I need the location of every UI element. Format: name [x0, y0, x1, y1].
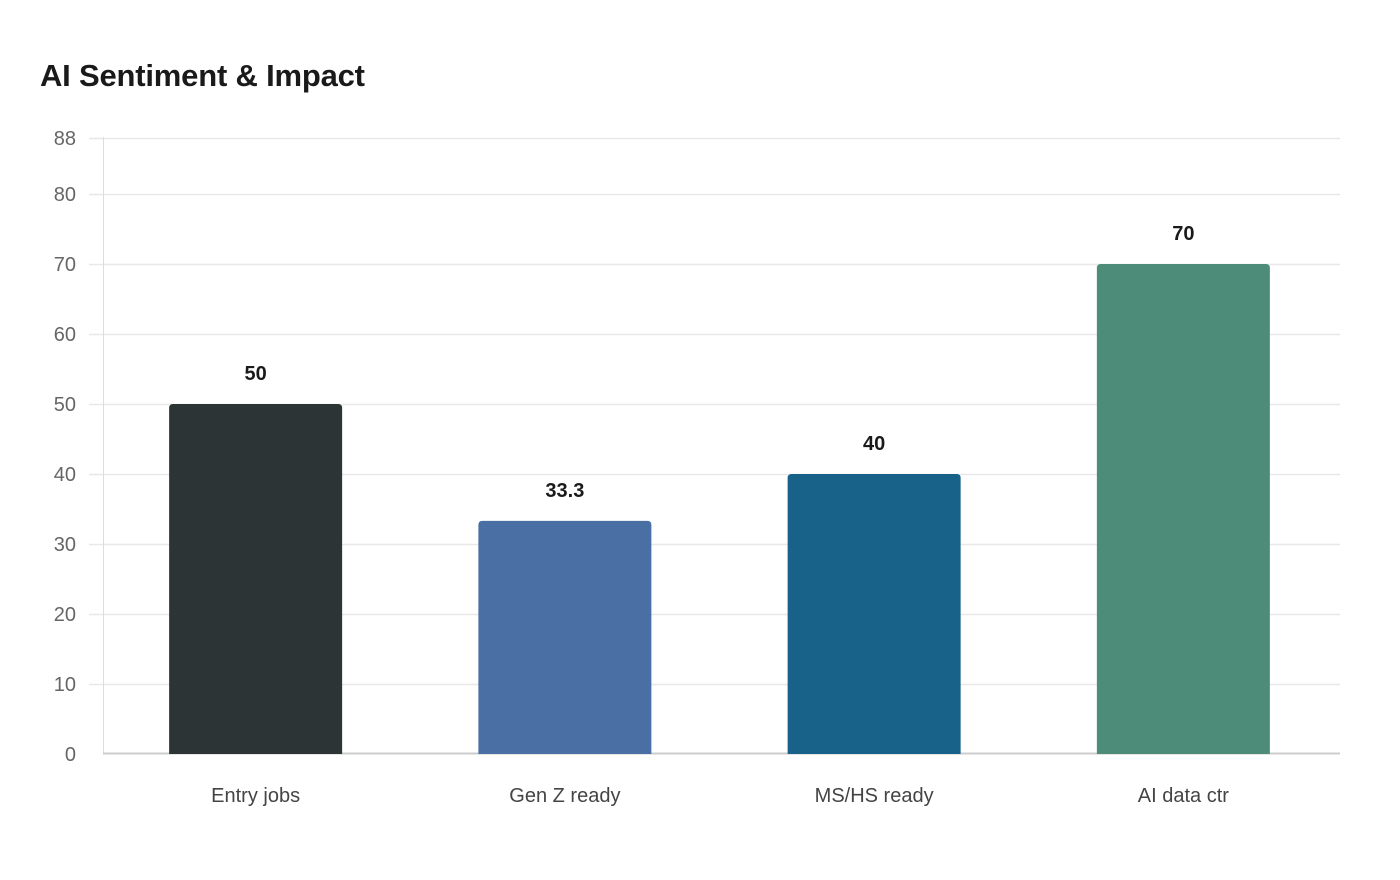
- y-tick-label: 0: [65, 744, 76, 766]
- y-axis-ticks: 0 10 20 30 40 50 60 70 80 88: [54, 128, 76, 766]
- x-axis-categories: Entry jobs Gen Z ready MS/HS ready AI data …: [211, 785, 1229, 807]
- y-tick-label: 10: [54, 674, 76, 696]
- bars: [169, 264, 1270, 754]
- y-tick-label: 50: [54, 394, 76, 416]
- bar-ms-hs-ready: [787, 474, 961, 754]
- bar-gen-z-ready: [478, 520, 652, 754]
- data-labels: 50 33.3 40 70: [245, 223, 1195, 502]
- y-tick-label: 40: [54, 464, 76, 486]
- x-category-label: Gen Z ready: [509, 785, 620, 807]
- y-tick-label: 88: [54, 128, 76, 150]
- x-category-label: AI data ctr: [1138, 785, 1229, 807]
- data-label: 70: [1172, 223, 1194, 245]
- y-tick-label: 20: [54, 604, 76, 626]
- data-label: 40: [863, 433, 885, 455]
- data-label: 33.3: [545, 480, 584, 502]
- y-tick-label: 30: [54, 534, 76, 556]
- bar-entry-jobs: [169, 404, 343, 754]
- x-category-label: MS/HS ready: [815, 785, 934, 807]
- x-category-label: Entry jobs: [211, 785, 300, 807]
- y-tick-label: 60: [54, 324, 76, 346]
- data-label: 50: [245, 363, 267, 385]
- y-tick-label: 70: [54, 254, 76, 276]
- bar-ai-data-ctr: [1096, 264, 1270, 754]
- y-tick-label: 80: [54, 184, 76, 206]
- chart-title: AI Sentiment & Impact: [40, 58, 365, 93]
